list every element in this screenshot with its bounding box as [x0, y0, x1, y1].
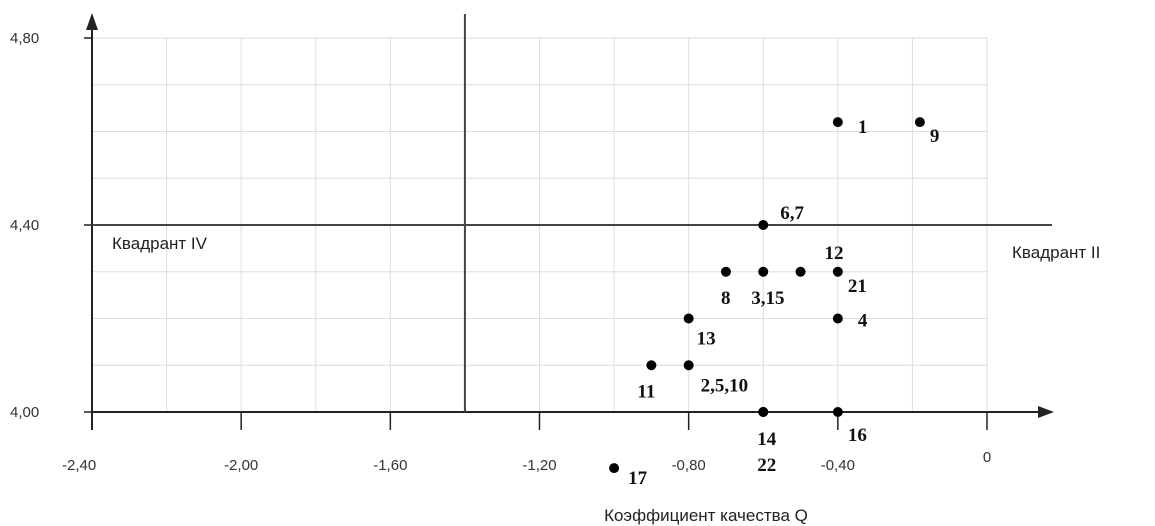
x-tick-label: 0: [983, 449, 991, 466]
data-point-label: 6,7: [780, 203, 804, 224]
data-point: [720, 266, 731, 277]
data-point-label: 1: [858, 117, 868, 138]
data-point: [758, 220, 769, 230]
data-point-label: 21: [848, 276, 867, 297]
x-tick-label: -2,00: [224, 457, 258, 474]
quadrant-ii-label: Квадрант II: [1012, 243, 1100, 262]
x-tick-label: -1,20: [522, 457, 556, 474]
data-point: [832, 313, 843, 324]
tick-labels: -2,40 -2,00 -1,60 -1,20 -0,80 -0,40 0 4,80 4,40 4…: [10, 30, 991, 474]
data-point: [758, 407, 769, 417]
data-point: [758, 266, 769, 277]
data-point-label: 22: [757, 455, 776, 476]
data-point: [609, 463, 620, 474]
data-point-label: 4: [858, 311, 868, 332]
data-point: [683, 313, 694, 324]
data-point: [832, 407, 843, 417]
data-point: [832, 266, 843, 277]
quadrant-dividers: [92, 14, 1052, 412]
x-tick-label: -1,60: [373, 457, 407, 474]
data-point: [646, 360, 657, 371]
data-point-label: 3,15: [751, 288, 784, 309]
data-point-label: 8: [721, 288, 731, 309]
data-point-label: 11: [637, 381, 655, 402]
x-axis-label: Коэффициент качества Q: [604, 506, 808, 525]
quadrant-iv-label: Квадрант IV: [112, 234, 208, 253]
data-point: [914, 117, 925, 128]
y-axis-arrow-icon: [86, 13, 98, 30]
data-point-label: 14: [757, 429, 777, 450]
x-axis-arrow-icon: [1038, 406, 1054, 418]
data-point-label: 12: [825, 243, 844, 264]
data-point-label: 16: [848, 425, 867, 446]
data-point-label: 13: [697, 329, 716, 350]
x-tick-label: -0,80: [672, 457, 706, 474]
data-point: [832, 117, 843, 128]
data-point-label: 17: [628, 468, 648, 489]
data-points: 1 9 6,7 12 8 3,15 21 13 4 11 2,5,10 14 22 16 17: [609, 117, 939, 489]
data-point: [683, 360, 694, 371]
data-point-label: 2,5,10: [701, 375, 749, 396]
y-tick-label: 4,80: [10, 30, 39, 47]
data-point: [795, 266, 806, 277]
y-tick-label: 4,40: [10, 217, 39, 234]
data-point-label: 9: [930, 126, 940, 147]
x-tick-label: -2,40: [62, 457, 96, 474]
x-tick-label: -0,40: [821, 457, 855, 474]
axes: [84, 13, 1054, 430]
y-tick-label: 4,00: [10, 404, 39, 421]
